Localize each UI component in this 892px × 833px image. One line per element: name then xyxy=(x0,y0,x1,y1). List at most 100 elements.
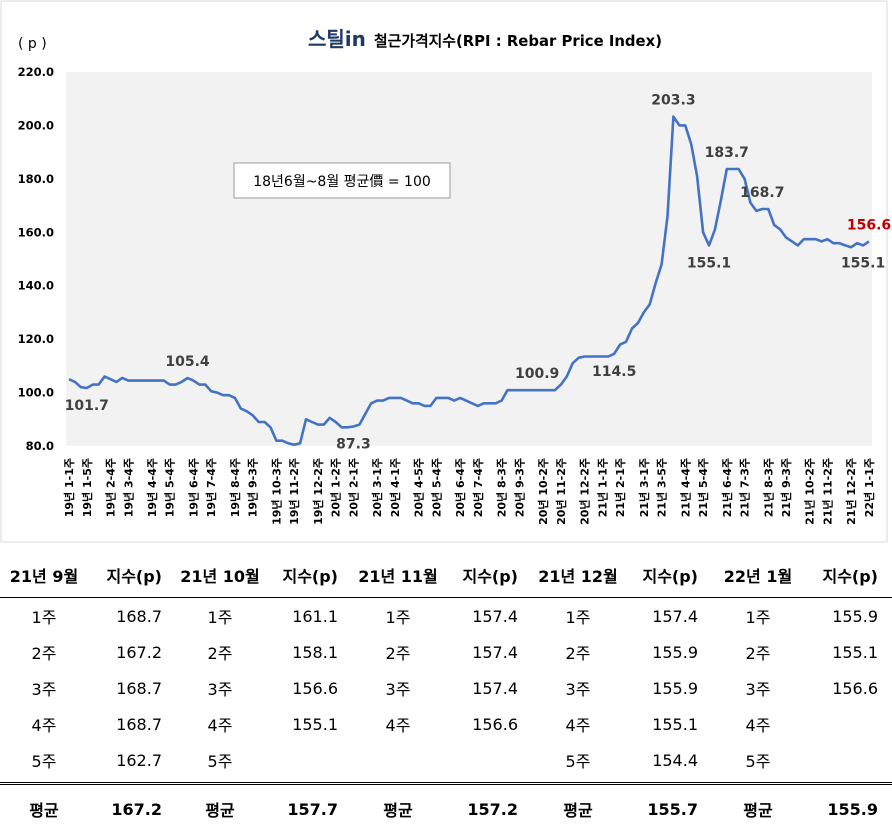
x-tick-label: 20년 1-2주 xyxy=(329,458,343,517)
index-cell: 156.6 xyxy=(264,670,352,706)
week-cell: 2주 xyxy=(532,634,624,670)
index-cell: 157.4 xyxy=(444,634,532,670)
month-header: 21년 9월 xyxy=(0,553,88,598)
x-tick-label: 19년 12-2주 xyxy=(311,458,325,525)
x-tick-label: 19년 1-5주 xyxy=(80,458,94,517)
week-cell: 2주 xyxy=(712,634,804,670)
y-tick-label: 120.0 xyxy=(18,332,54,346)
x-tick-label: 20년 5-4주 xyxy=(429,458,443,517)
index-cell: 168.7 xyxy=(88,670,176,706)
x-tick-label: 21년 5-4주 xyxy=(696,458,710,517)
x-tick-label: 22년 1-1주 xyxy=(862,458,876,517)
x-tick-label: 19년 2-4주 xyxy=(103,458,117,517)
data-label: 100.9 xyxy=(515,366,559,382)
index-header: 지수(p) xyxy=(88,553,176,598)
x-tick-label: 20년 4-5주 xyxy=(412,458,426,517)
index-cell: 155.1 xyxy=(264,706,352,742)
x-tick-label: 19년 8-4주 xyxy=(228,458,242,517)
index-cell: 157.4 xyxy=(444,598,532,635)
x-tick-label: 20년 10-2주 xyxy=(536,458,550,525)
average-label: 평균 xyxy=(352,784,444,833)
x-tick-label: 21년 11-2주 xyxy=(821,458,835,525)
average-label: 평균 xyxy=(176,784,264,833)
week-cell: 1주 xyxy=(532,598,624,635)
y-tick-label: 180.0 xyxy=(18,172,54,186)
week-cell: 5주 xyxy=(176,742,264,778)
index-cell: 168.7 xyxy=(88,706,176,742)
x-tick-label: 21년 4-4주 xyxy=(678,458,692,517)
week-cell: 5주 xyxy=(0,742,88,778)
average-label: 평균 xyxy=(712,784,804,833)
week-cell: 3주 xyxy=(712,670,804,706)
week-cell: 2주 xyxy=(352,634,444,670)
note-text: 18년6월~8월 평균價 = 100 xyxy=(253,173,431,190)
index-header: 지수(p) xyxy=(804,553,892,598)
x-tick-label: 21년 3-1주 xyxy=(637,458,651,517)
x-tick-label: 19년 7-4주 xyxy=(204,458,218,517)
week-cell: 4주 xyxy=(712,706,804,742)
x-tick-label: 21년 2-1주 xyxy=(613,458,627,517)
index-cell: 168.7 xyxy=(88,598,176,635)
index-cell: 155.1 xyxy=(624,706,712,742)
week-cell: 1주 xyxy=(176,598,264,635)
x-tick-label: 19년 11-2주 xyxy=(287,458,301,525)
x-tick-label: 20년 11-2주 xyxy=(554,458,568,525)
x-tick-label: 19년 10-3주 xyxy=(269,458,283,525)
average-value: 155.7 xyxy=(624,784,712,833)
plot-area xyxy=(66,72,872,446)
average-value: 157.7 xyxy=(264,784,352,833)
week-cell: 3주 xyxy=(352,670,444,706)
week-cell: 2주 xyxy=(0,634,88,670)
average-label: 평균 xyxy=(0,784,88,833)
x-tick-label: 20년 2-1주 xyxy=(346,458,360,517)
y-tick-label: 220.0 xyxy=(18,65,54,79)
data-label: 183.7 xyxy=(705,145,749,161)
y-tick-label: 140.0 xyxy=(18,279,54,293)
index-cell: 156.6 xyxy=(804,670,892,706)
week-cell xyxy=(352,742,444,778)
index-cell: 157.4 xyxy=(624,598,712,635)
index-cell: 161.1 xyxy=(264,598,352,635)
x-tick-label: 19년 5-4주 xyxy=(163,458,177,517)
x-tick-label: 21년 6-4주 xyxy=(720,458,734,517)
x-tick-label: 19년 4-4주 xyxy=(145,458,159,517)
week-cell: 4주 xyxy=(352,706,444,742)
rpi-chart: 스틸in 철근가격지수(RPI : Rebar Price Index) ( p )… xyxy=(0,0,892,545)
week-cell: 5주 xyxy=(712,742,804,778)
index-cell: 155.9 xyxy=(804,598,892,635)
x-tick-label: 19년 3-4주 xyxy=(121,458,135,517)
x-tick-label: 21년 8-3주 xyxy=(761,458,775,517)
month-header: 21년 12월 xyxy=(532,553,624,598)
week-cell: 4주 xyxy=(532,706,624,742)
week-cell: 1주 xyxy=(0,598,88,635)
index-cell: 167.2 xyxy=(88,634,176,670)
index-cell xyxy=(804,742,892,778)
x-tick-label: 20년 9-3주 xyxy=(512,458,526,517)
chart-title: 철근가격지수(RPI : Rebar Price Index) xyxy=(374,32,662,50)
index-cell: 155.1 xyxy=(804,634,892,670)
x-tick-label: 19년 9-3주 xyxy=(246,458,260,517)
x-tick-label: 20년 3-1주 xyxy=(370,458,384,517)
x-tick-label: 21년 12-2주 xyxy=(844,458,858,525)
average-value: 167.2 xyxy=(88,784,176,833)
week-cell: 1주 xyxy=(352,598,444,635)
y-axis-label: ( p ) xyxy=(18,36,47,52)
average-value: 157.2 xyxy=(444,784,532,833)
steelin-logo: 스틸in xyxy=(308,27,366,51)
index-header: 지수(p) xyxy=(264,553,352,598)
index-cell: 158.1 xyxy=(264,634,352,670)
data-label: 101.7 xyxy=(65,398,109,414)
data-label: 155.1 xyxy=(687,255,731,271)
data-label: 114.5 xyxy=(592,364,636,380)
y-tick-label: 200.0 xyxy=(18,118,54,132)
week-cell: 2주 xyxy=(176,634,264,670)
week-cell: 5주 xyxy=(532,742,624,778)
x-tick-label: 20년 7-4주 xyxy=(471,458,485,517)
